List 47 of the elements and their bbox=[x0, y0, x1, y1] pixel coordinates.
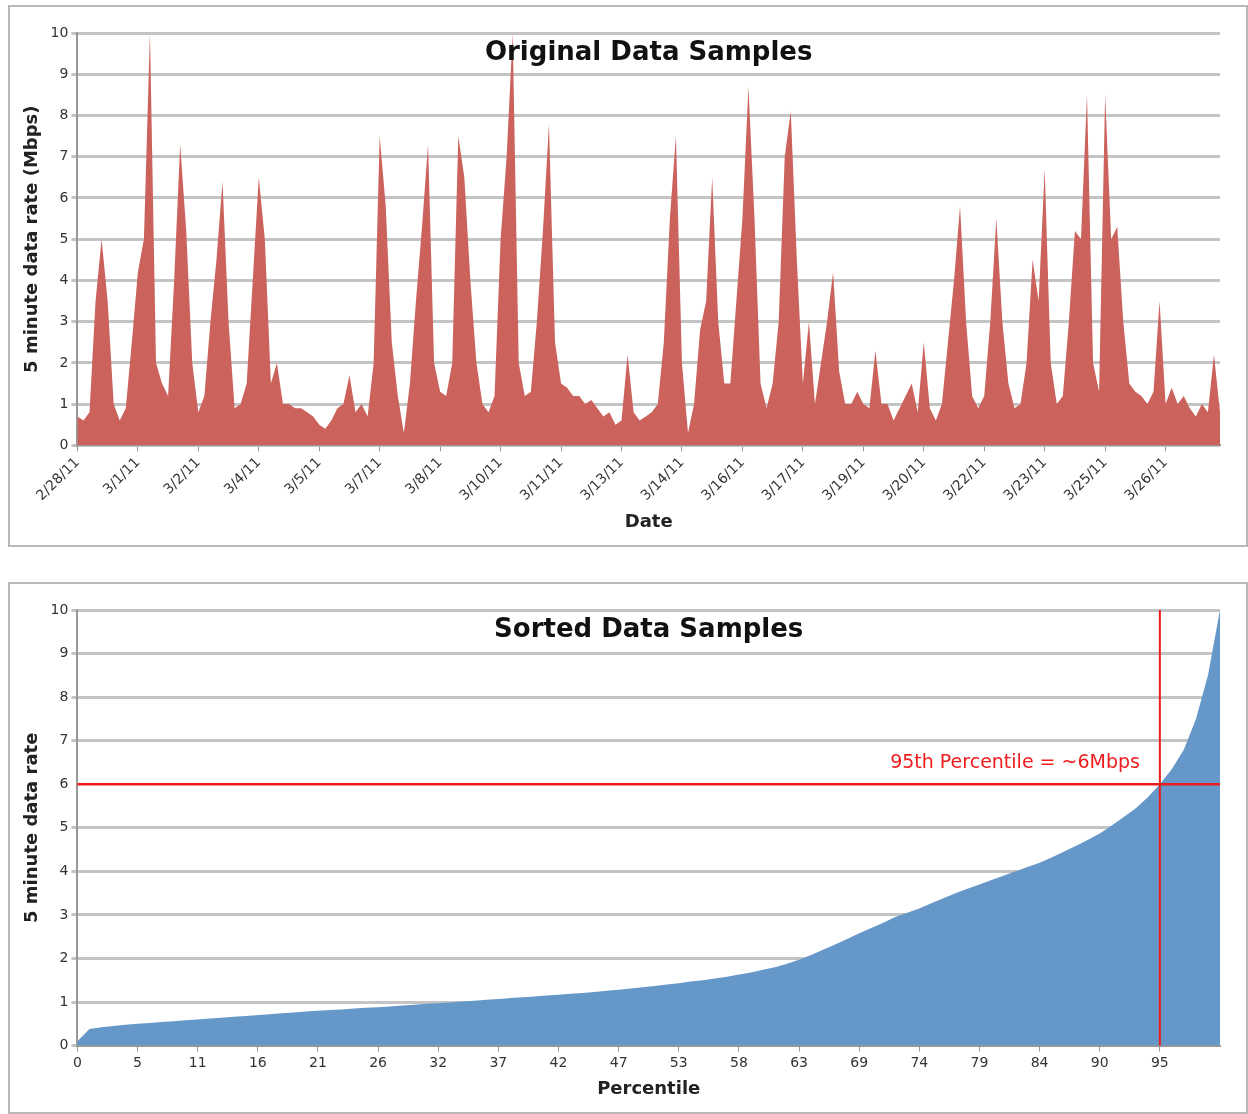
y-tick-label: 1 bbox=[59, 394, 69, 411]
y-tick-label: 3 bbox=[59, 312, 69, 329]
x-tick-label: 0 bbox=[72, 1053, 82, 1070]
y-tick-label: 2 bbox=[59, 353, 69, 370]
x-tick-label: 47 bbox=[609, 1053, 628, 1070]
x-tick-label: 42 bbox=[549, 1053, 568, 1070]
x-axis-title: Date bbox=[624, 509, 673, 531]
x-tick-label: 58 bbox=[730, 1053, 748, 1070]
y-tick-label: 2 bbox=[59, 949, 69, 966]
x-tick-label: 90 bbox=[1090, 1053, 1109, 1070]
y-tick-label: 1 bbox=[59, 992, 69, 1009]
y-axis-title: 5 minute data rate (Mbps) bbox=[20, 105, 42, 373]
y-tick-label: 4 bbox=[59, 862, 69, 878]
y-tick-label: 6 bbox=[59, 774, 69, 791]
y-tick-label: 0 bbox=[59, 1036, 69, 1053]
y-tick-label: 3 bbox=[59, 905, 69, 922]
ref-line-label: 95th Percentile = ~6Mbps bbox=[890, 749, 1140, 772]
y-tick-label: 6 bbox=[59, 188, 69, 205]
x-tick-label: 95 bbox=[1150, 1053, 1169, 1070]
y-tick-label: 9 bbox=[59, 644, 69, 661]
chart-title: Sorted Data Samples bbox=[494, 612, 804, 643]
y-axis-title: 5 minute data rate bbox=[20, 732, 42, 923]
x-tick-label: 32 bbox=[429, 1053, 448, 1070]
x-tick-label: 11 bbox=[188, 1053, 207, 1070]
x-tick-label: 16 bbox=[248, 1053, 267, 1070]
x-tick-label: 84 bbox=[1030, 1053, 1049, 1070]
x-tick-label: 79 bbox=[970, 1053, 989, 1070]
x-tick-label: 5 bbox=[133, 1053, 143, 1070]
y-tick-label: 8 bbox=[59, 106, 69, 123]
y-tick-label: 4 bbox=[59, 271, 69, 288]
y-tick-label: 0 bbox=[59, 436, 69, 452]
x-tick-label: 21 bbox=[309, 1053, 327, 1070]
y-tick-label: 7 bbox=[59, 147, 69, 164]
x-tick-label: 37 bbox=[489, 1053, 508, 1070]
x-tick-label: 74 bbox=[910, 1053, 929, 1070]
x-tick-label: 26 bbox=[369, 1053, 388, 1070]
y-tick-label: 7 bbox=[59, 731, 69, 748]
y-tick-label: 9 bbox=[59, 64, 69, 81]
y-tick-label: 5 bbox=[59, 229, 69, 246]
x-tick-label: 53 bbox=[669, 1053, 688, 1070]
y-tick-label: 10 bbox=[50, 600, 69, 617]
x-tick-label: 63 bbox=[790, 1053, 808, 1070]
y-tick-label: 5 bbox=[59, 818, 69, 835]
x-axis-title: Percentile bbox=[597, 1076, 701, 1098]
x-tick-label: 69 bbox=[850, 1053, 869, 1070]
y-tick-label: 10 bbox=[50, 23, 69, 40]
y-tick-label: 8 bbox=[59, 687, 69, 704]
